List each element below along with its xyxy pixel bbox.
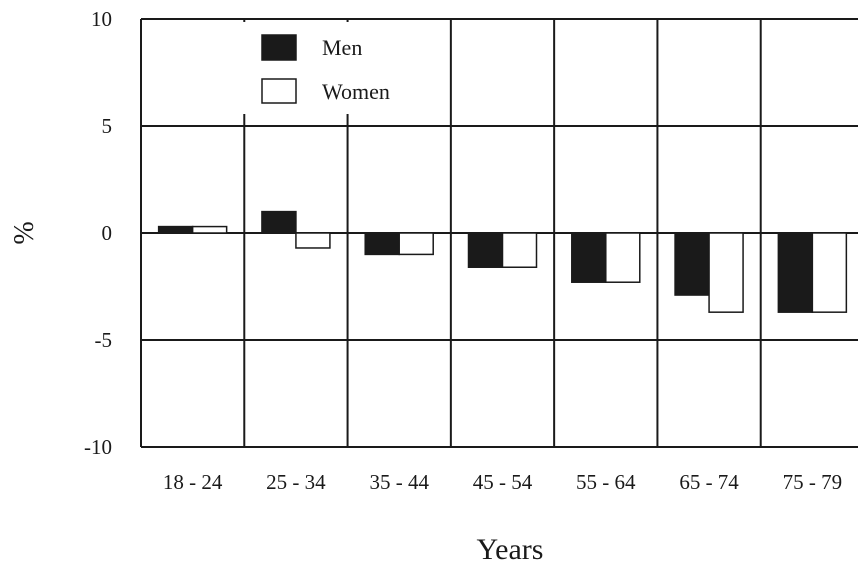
legend-swatch-men bbox=[261, 34, 297, 61]
x-tick-label: 25 - 34 bbox=[266, 470, 326, 494]
y-axis-title: % bbox=[9, 221, 40, 244]
x-tick-label: 65 - 74 bbox=[679, 470, 739, 494]
y-tick-label: 10 bbox=[91, 7, 112, 31]
y-tick-label: 5 bbox=[102, 114, 113, 138]
y-tick-label: -10 bbox=[84, 435, 112, 459]
legend-label-men: Men bbox=[322, 35, 362, 60]
legend: Men Women bbox=[243, 22, 408, 114]
bar-women bbox=[811, 232, 848, 313]
x-tick-label: 18 - 24 bbox=[163, 470, 223, 494]
legend-label-women: Women bbox=[322, 79, 390, 104]
bar-men bbox=[674, 232, 710, 296]
x-tick-label: 55 - 64 bbox=[576, 470, 636, 494]
bar-men bbox=[261, 210, 297, 234]
x-tick-label: 45 - 54 bbox=[473, 470, 533, 494]
bar-women bbox=[501, 232, 538, 268]
axes: 10 5 0 -5 -10 18 - 24 25 - 34 35 - 44 45 - 54 55 … bbox=[84, 7, 842, 494]
bar-men bbox=[157, 225, 194, 234]
y-tick-label: 0 bbox=[102, 221, 113, 245]
y-tick-label: -5 bbox=[95, 328, 113, 352]
x-tick-label: 75 - 79 bbox=[783, 470, 843, 494]
bar-men bbox=[571, 232, 607, 283]
bar-women bbox=[708, 232, 744, 313]
bar-women bbox=[605, 232, 641, 283]
bar-men bbox=[777, 232, 814, 313]
bars bbox=[157, 210, 848, 313]
legend-swatch-women bbox=[261, 78, 297, 104]
bar-women bbox=[295, 232, 331, 249]
x-tick-label: 35 - 44 bbox=[369, 470, 429, 494]
x-axis-title: Years bbox=[477, 533, 544, 565]
bar-women bbox=[191, 225, 228, 234]
bar-men bbox=[364, 232, 400, 256]
bar-women bbox=[398, 232, 434, 256]
bar-men bbox=[467, 232, 504, 268]
